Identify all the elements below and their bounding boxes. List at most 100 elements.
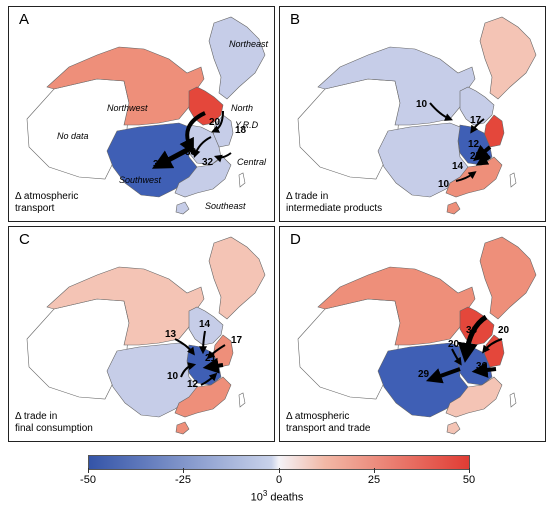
- flow-value: 10: [438, 179, 450, 190]
- panel-caption-line: final consumption: [15, 423, 93, 434]
- flow-arrow: [192, 136, 212, 159]
- island-hainan: [446, 421, 461, 435]
- flow-value: 17: [470, 115, 482, 126]
- colorbar-tickmark: [279, 468, 280, 473]
- flow-value: 10: [416, 99, 428, 110]
- flow-arrow: [455, 171, 477, 182]
- flow-value: 10: [167, 371, 179, 382]
- flow-arrow: [470, 118, 485, 134]
- colorbar-tick-label: 0: [275, 474, 283, 486]
- island-taiwan: [509, 172, 517, 188]
- flow-value: 21: [205, 353, 217, 364]
- panel-caption: Δ trade in final consumption: [15, 411, 93, 435]
- flow-value: 13: [165, 329, 177, 340]
- flow-arrow: [202, 357, 224, 374]
- flow-value: 36: [476, 361, 488, 372]
- flow-arrow: [425, 367, 461, 384]
- region-northeast: [208, 16, 266, 100]
- panel-letter: D: [290, 231, 301, 248]
- flow-arrow: [151, 146, 191, 169]
- panel-letter: C: [19, 231, 30, 248]
- region-label: Y.R.D: [235, 120, 259, 130]
- flow-arrow: [475, 154, 491, 166]
- region-label: Southeast: [205, 201, 246, 211]
- flow-value: 14: [199, 319, 211, 330]
- flow-arrow: [174, 338, 195, 356]
- flow-arrow: [471, 361, 497, 378]
- panel-d: 36 20 20 29 36 D Δ atmospheric transport and tr…: [279, 226, 546, 442]
- colorbar-tick-label: 50: [462, 474, 476, 486]
- china-map: 13 14 17 21 10 12: [26, 236, 266, 435]
- region-southeast: [174, 376, 232, 418]
- panel-caption-line: transport and trade: [286, 423, 371, 434]
- flow-arrow: [213, 152, 232, 163]
- colorbar-tick-label: 25: [367, 474, 381, 486]
- panel-caption-line: Δ atmospheric: [286, 411, 350, 422]
- china-map: Northwest Northeast North Y.R.D Central South…: [26, 16, 269, 215]
- region-label: Northeast: [229, 39, 269, 49]
- panel-c: 13 14 17 21 10 12 C Δ trade in final consumption: [8, 226, 275, 442]
- flow-value: 38: [185, 147, 197, 158]
- region-label: Northwest: [107, 103, 148, 113]
- region-label: Central: [237, 157, 267, 167]
- island-hainan: [446, 201, 461, 215]
- region-northeast: [479, 16, 537, 100]
- colorbar-title-unit: deaths: [267, 491, 304, 504]
- flow-arrow: [199, 330, 208, 355]
- panel-caption-line: intermediate products: [286, 203, 383, 214]
- island-taiwan: [238, 392, 246, 408]
- island-hainan: [175, 421, 190, 435]
- flow-arrow: [180, 362, 197, 378]
- flow-value: 17: [231, 335, 243, 346]
- island-taiwan: [238, 172, 246, 188]
- panel-caption-line: Δ atmospheric: [15, 191, 79, 202]
- flow-value: 34: [153, 159, 165, 170]
- region-label: North: [231, 103, 253, 113]
- panel-letter: B: [290, 11, 301, 28]
- panel-caption: Δ atmospheric transport: [15, 191, 78, 215]
- region-label: No data: [57, 131, 89, 141]
- flow-value: 14: [452, 161, 464, 172]
- flow-value: 20: [209, 117, 221, 128]
- island-taiwan: [509, 392, 517, 408]
- flow-value: 12: [187, 379, 199, 390]
- flow-value: 12: [468, 139, 480, 150]
- flow-value: 20: [448, 339, 460, 350]
- flow-arrow: [206, 344, 226, 360]
- flow-value: 32: [202, 157, 214, 168]
- flow-value: 29: [418, 369, 430, 380]
- colorbar-title-exponent: 3: [262, 489, 268, 498]
- panel-caption: Δ trade in intermediate products: [286, 191, 382, 215]
- flow-arrow: [179, 111, 206, 155]
- region-northeast: [479, 236, 537, 320]
- colorbar-tick-label: -50: [80, 474, 96, 486]
- panel-b: 10 17 12 25 14 10 B Δ trade in intermediate prod…: [279, 6, 546, 222]
- colorbar-tickmark: [469, 468, 470, 473]
- flow-arrow: [451, 348, 462, 366]
- panel-caption: Δ atmospheric transport and trade: [286, 411, 371, 435]
- panel-caption-line: Δ trade in: [15, 411, 58, 422]
- flow-value: 18: [235, 125, 247, 136]
- region-southeast: [445, 376, 503, 418]
- panel-caption-line: transport: [15, 203, 55, 214]
- colorbar-title-base: 10: [250, 491, 263, 504]
- region-northeast: [208, 236, 266, 320]
- island-hainan: [175, 201, 190, 215]
- flow-arrow: [482, 338, 503, 354]
- flow-value: 20: [498, 325, 510, 336]
- colorbar-title: 103 deaths: [0, 489, 554, 504]
- colorbar-tickmark: [374, 468, 375, 473]
- flow-arrow: [429, 102, 453, 121]
- flow-value: 36: [466, 325, 478, 336]
- colorbar-tick-label: -25: [175, 474, 191, 486]
- panel-letter: A: [19, 11, 30, 28]
- region-label: Southwest: [119, 175, 162, 185]
- region-north: [188, 306, 224, 346]
- flow-arrow: [200, 372, 218, 386]
- china-map: 36 20 20 29 36: [297, 236, 537, 435]
- colorbar-tickmark: [183, 468, 184, 473]
- panel-a: Northwest Northeast North Y.R.D Central South…: [8, 6, 275, 222]
- region-north: [459, 86, 495, 126]
- flow-arrow: [211, 110, 224, 133]
